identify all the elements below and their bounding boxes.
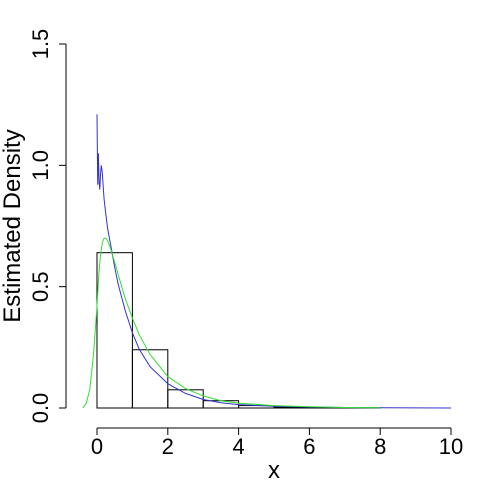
x-tick-label: 10 [439,434,463,459]
y-axis-ticks: 0.0 0.5 1.0 1.5 [28,29,66,424]
density-curve-1 [96,114,452,409]
histogram-bar [167,389,204,409]
x-tick-label: 2 [162,434,174,459]
x-axis-title: x [268,457,280,480]
x-tick-label: 6 [303,434,315,459]
x-tick-label: 8 [374,434,386,459]
density-curves [82,114,452,409]
y-axis-title: Estimated Density [0,129,26,322]
histogram-bar [131,349,169,409]
density-curve-2 [82,237,381,409]
histogram-bar [96,252,133,409]
y-tick-label: 0.0 [28,393,53,424]
y-tick-label: 1.5 [28,29,53,60]
y-tick-label: 0.5 [28,271,53,302]
x-tick-label: 0 [91,434,103,459]
x-tick-label: 4 [232,434,244,459]
y-tick-label: 1.0 [28,150,53,181]
histogram-bars [96,252,381,409]
x-axis-ticks: 0 2 4 6 8 10 [91,428,463,459]
